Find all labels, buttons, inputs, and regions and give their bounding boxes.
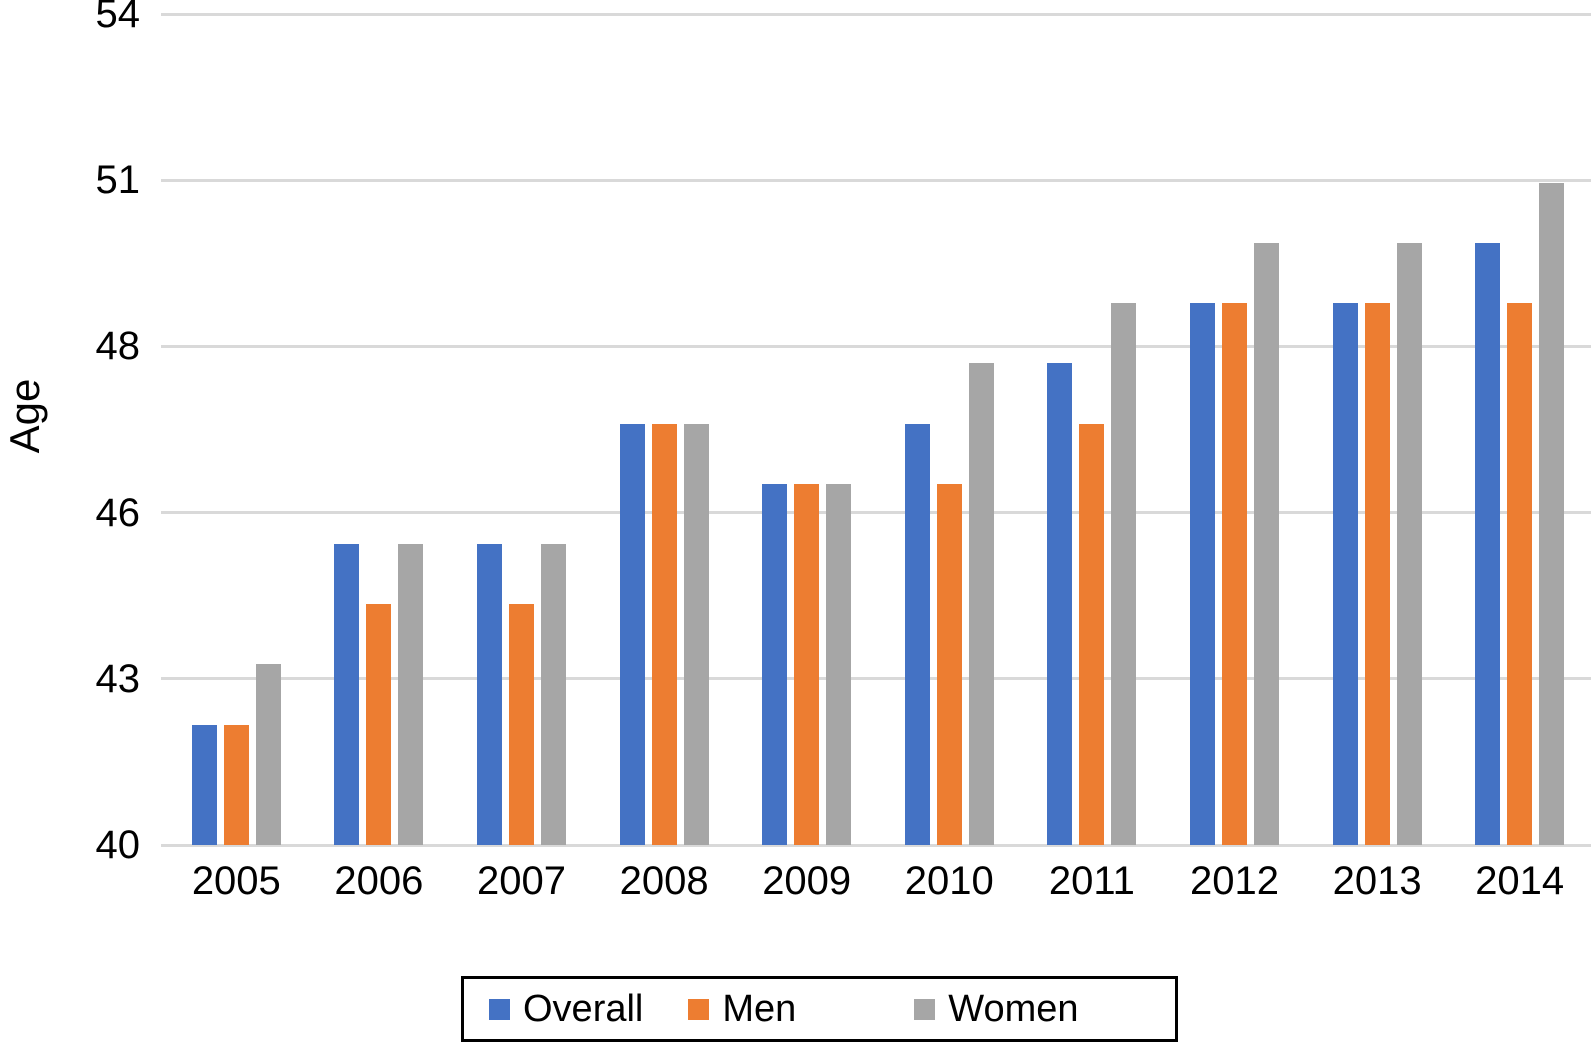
bar-group: [191, 664, 281, 845]
bar-men: [936, 483, 962, 845]
legend-swatch-women: [914, 998, 936, 1020]
y-tick-label: 54: [95, 0, 141, 36]
bar-women: [968, 363, 994, 845]
legend-swatch-men: [688, 998, 710, 1020]
bar-women: [683, 423, 709, 845]
bar-men: [509, 604, 534, 845]
x-tick-label: 2009: [762, 859, 852, 903]
bar-group: [762, 483, 852, 845]
bar-group: [904, 363, 994, 845]
bar-women: [1111, 303, 1137, 845]
y-tick-label: 40: [95, 823, 141, 867]
bar-women: [398, 543, 424, 845]
legend-label: Overall: [523, 987, 644, 1030]
bar-group: [1332, 242, 1422, 845]
x-tick-label: 2006: [334, 859, 424, 903]
bar-men: [651, 423, 677, 845]
legend-item-women: Women: [914, 987, 1079, 1031]
bar-group: [619, 423, 709, 845]
x-tick-label: 2008: [619, 859, 709, 903]
bar-women: [255, 664, 281, 845]
plot-area: [161, 12, 1591, 847]
bar-overall: [477, 543, 502, 845]
bar-group: [477, 543, 566, 845]
bar-overall: [904, 423, 930, 845]
bar-women: [826, 483, 852, 845]
y-tick-label: 46: [95, 490, 141, 535]
legend: Overall Men Women: [461, 976, 1178, 1042]
y-tick-label: 51: [95, 158, 141, 203]
bar-men: [223, 724, 249, 845]
bar-men: [1507, 303, 1533, 845]
gridline: [161, 843, 1591, 847]
bar-men: [366, 604, 392, 845]
legend-swatch-overall: [489, 998, 510, 1020]
gridline: [161, 511, 1591, 515]
bar-overall: [1190, 303, 1215, 845]
bar-men: [1222, 303, 1247, 845]
y-tick-label: 43: [95, 656, 141, 701]
x-tick-label: 2013: [1332, 859, 1422, 903]
gridline: [161, 677, 1591, 681]
bar-overall: [762, 483, 788, 845]
x-tick-label: 2010: [904, 859, 994, 903]
x-tick-label: 2014: [1475, 859, 1565, 903]
x-tick-label: 2005: [191, 859, 281, 903]
legend-item-men: Men: [688, 988, 796, 1031]
bar-group: [1475, 182, 1565, 845]
bar-women: [1254, 242, 1279, 845]
bar-overall: [1047, 363, 1073, 845]
gridline: [161, 178, 1591, 182]
legend-label: Men: [722, 987, 797, 1030]
bar-men: [1364, 303, 1390, 845]
bar-overall: [1332, 303, 1358, 845]
gridline: [161, 344, 1591, 348]
bar-overall: [334, 543, 360, 845]
x-axis-labels: 2005 2006 2007 2008 2009 2010 2011 2012 2013 2014: [165, 857, 1591, 917]
legend-item-overall: Overall: [489, 988, 643, 1031]
bar-overall: [191, 724, 217, 845]
x-tick-label: 2007: [477, 859, 566, 903]
bar-group: [1047, 303, 1137, 845]
bar-overall: [619, 423, 645, 845]
legend-label: Women: [948, 987, 1079, 1030]
bar-women: [541, 543, 566, 845]
bar-men: [794, 483, 820, 845]
bar-women: [1396, 242, 1422, 845]
bar-overall: [1475, 242, 1501, 845]
x-tick-label: 2011: [1048, 859, 1135, 903]
y-tick-label: 48: [95, 324, 141, 369]
bar-women: [1539, 182, 1565, 845]
gridline: [161, 12, 1591, 16]
bar-men: [1079, 423, 1105, 845]
bar-group: [1190, 242, 1279, 845]
x-tick-label: 2012: [1190, 859, 1279, 903]
bar-group: [334, 543, 424, 845]
